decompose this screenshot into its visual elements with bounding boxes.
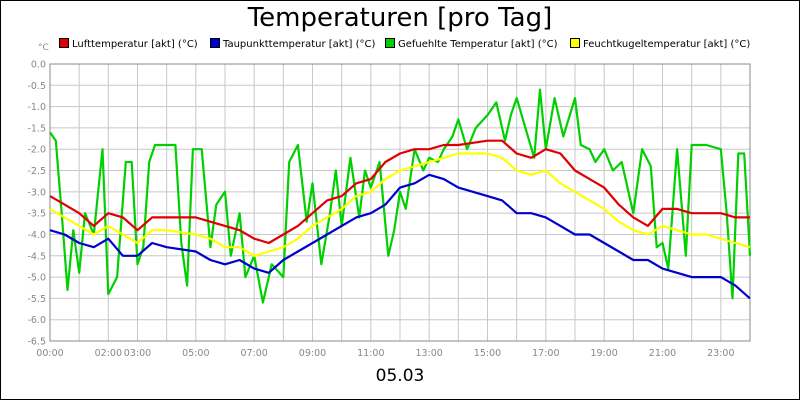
legend-item-feuchtkugeltemperatur: Feuchtkugeltemperatur [akt] (°C) [570,38,750,50]
x-tick-label: 23:00 [707,348,734,359]
x-tick-label: 00:00 [36,348,63,359]
y-tick-label: -4.0 [27,230,46,241]
legend-swatch-red [59,38,69,48]
y-tick-label: -2.5 [27,166,46,177]
x-tick-label: 07:00 [240,348,267,359]
x-tick-label: 15:00 [474,348,501,359]
x-tick-label: 02:00 [95,348,122,359]
y-tick-label: -6.5 [27,337,46,348]
x-tick-label: 17:00 [532,348,559,359]
x-tick-label: 03:00 [124,348,151,359]
y-tick-label: -5.5 [27,294,46,305]
y-tick-label: -1.5 [27,123,46,134]
legend-label: Feuchtkugeltemperatur [akt] (°C) [583,39,751,50]
series-line-1 [49,173,751,300]
x-tick-label: 21:00 [649,348,676,359]
legend-item-taupunkttemperatur: Taupunkttemperatur [akt] (°C) [210,38,375,50]
legend-label: Taupunkttemperatur [akt] (°C) [223,39,376,50]
y-tick-label: -3.0 [27,187,46,198]
legend-swatch-blue [210,38,220,48]
y-axis-unit: °C [38,43,49,53]
x-tick-label: 05:00 [182,348,209,359]
legend-swatch-yellow [570,38,580,48]
legend-swatch-green [385,38,395,48]
x-tick-label: 11:00 [357,348,384,359]
x-tick-label: 19:00 [590,348,617,359]
x-tick-label: 13:00 [415,348,442,359]
plot-border [49,63,751,342]
legend-label: Gefuehlte Temperatur [akt] (°C) [398,39,558,50]
series-line-3 [49,152,751,257]
chart-title: Temperaturen [pro Tag] [247,3,553,33]
y-tick-label: -5.0 [27,273,46,284]
y-tick-label: -6.0 [27,315,46,326]
series-line-2 [49,88,752,304]
y-tick-label: -4.5 [27,251,46,262]
date-label: 05.03 [375,366,425,386]
y-tick-label: -3.5 [27,209,46,220]
y-tick-label: -0.5 [27,81,46,92]
y-tick-label: -2.0 [27,145,46,156]
legend-item-gefuehlte-temperatur: Gefuehlte Temperatur [akt] (°C) [385,38,557,50]
y-tick-label: 0.0 [31,60,46,71]
y-tick-label: -1.0 [27,102,46,113]
series-line-0 [49,139,750,245]
x-tick-label: 09:00 [299,348,326,359]
legend-label: Lufttemperatur [akt] (°C) [72,39,198,50]
legend-item-lufttemperatur: Lufttemperatur [akt] (°C) [59,38,198,50]
